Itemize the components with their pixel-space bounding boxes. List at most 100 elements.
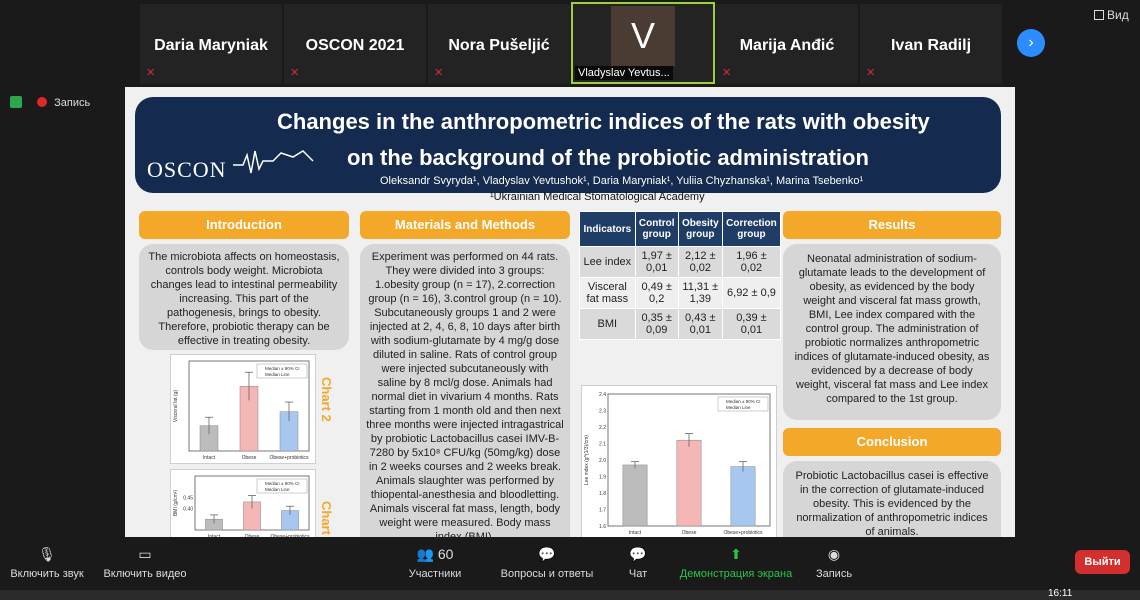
y-axis-label: Visceral fat (g) <box>173 390 179 422</box>
x-tick-label: Intact <box>208 534 221 537</box>
participant-tile-active[interactable]: V Vladyslav Yevtus... <box>571 2 715 84</box>
view-button[interactable]: Вид <box>1094 8 1129 22</box>
conclusion-text: Probiotic Lactobacillus casei is effecti… <box>783 461 1001 537</box>
table-cell: Visceral fat mass <box>579 277 636 309</box>
legend-entry: Median Line <box>265 487 290 492</box>
legend-entry: Median ± 90% CI <box>265 366 300 371</box>
participant-tile[interactable]: Daria Maryniak ✕ <box>140 4 282 84</box>
grid-icon <box>1094 10 1104 20</box>
mic-off-icon: 🎙 <box>38 546 56 562</box>
shield-icon <box>10 96 22 108</box>
y-tick-label: 2.4 <box>599 392 606 398</box>
qa-button[interactable]: 💬 Вопросы и ответы <box>497 546 597 580</box>
record-label: Запись <box>815 568 853 580</box>
mic-muted-icon: ✕ <box>722 67 732 79</box>
chart-lee-index: Intact Obese Obese+probiotics 1.6 1.7 1.8 1.9 2… <box>581 385 777 537</box>
legend-box <box>256 363 308 379</box>
legend-entry: Median Line <box>265 372 290 377</box>
avatar: V <box>611 6 675 66</box>
legend-entry: Median Line <box>726 405 751 410</box>
poster-banner: OSCON Changes in the anthropometric indi… <box>135 97 1001 193</box>
participant-name: Daria Maryniak <box>154 37 268 54</box>
qa-icon: 💬 <box>538 546 556 562</box>
participant-tile[interactable]: OSCON 2021 ✕ <box>284 4 426 84</box>
x-tick-label: Obese+probiotics <box>270 534 310 537</box>
table-cell: 0,49 ± 0,2 <box>634 277 679 309</box>
chart2-label: Chart 2 <box>319 377 334 422</box>
view-label: Вид <box>1107 8 1129 22</box>
legend-box <box>717 396 769 412</box>
x-tick-label: Obese <box>682 530 697 536</box>
table-cell: Lee index <box>579 246 636 278</box>
poster-authors: Oleksandr Svyryda¹, Vladyslav Yevtushok¹… <box>380 175 864 187</box>
participant-name: Ivan Radilj <box>890 37 972 54</box>
results-text: Neonatal administration of sodium-glutam… <box>783 244 1001 420</box>
poster-title-line2: on the background of the probiotic admin… <box>347 145 869 170</box>
x-tick-label: Obese <box>245 534 260 537</box>
table-cell: 2,12 ± 0,02 <box>677 246 723 278</box>
bar <box>730 466 756 527</box>
mic-muted-icon: ✕ <box>866 67 876 79</box>
leave-button[interactable]: Выйти <box>1075 550 1130 574</box>
qa-label: Вопросы и ответы <box>500 568 594 580</box>
chat-label: Чат <box>628 568 648 580</box>
chat-button[interactable]: 💬 Чат <box>620 546 656 580</box>
chat-icon: 💬 <box>629 546 647 562</box>
table-cell: 0,35 ± 0,09 <box>634 308 679 340</box>
heartbeat-logo-icon <box>233 150 314 174</box>
methods-header: Materials and Methods <box>360 211 570 239</box>
table-cell: 0,39 ± 0,01 <box>721 308 782 340</box>
y-tick-label: 2.3 <box>599 409 606 415</box>
y-tick-label: 2.1 <box>599 442 606 448</box>
legend-box <box>256 478 308 494</box>
participants-button[interactable]: 👥 60 Участники <box>405 546 465 580</box>
legend-entry: Median ± 90% CI <box>265 481 300 486</box>
participants-count: 60 <box>437 546 454 562</box>
poster-title-line1: Changes in the anthropometric indices of… <box>277 109 930 134</box>
x-tick-label: Intact <box>203 455 216 461</box>
table-cell: 0,43 ± 0,01 <box>677 308 723 340</box>
start-video-label: Включить видео <box>103 568 187 580</box>
y-tick-label: 1.7 <box>599 508 606 514</box>
y-tick-label: 2.0 <box>599 458 606 464</box>
bar <box>676 439 702 527</box>
participant-name: Vladyslav Yevtus... <box>575 66 673 80</box>
table-cell: BMI <box>579 308 636 340</box>
mic-muted-icon: ✕ <box>146 67 156 79</box>
y-axis-label: BMI (g/cm²) <box>173 490 179 516</box>
chart-visceral-fat: Intact Obese Obese+probiotics Visceral fat … <box>170 354 316 464</box>
participant-tile[interactable]: Marija Anđić ✕ <box>716 4 858 84</box>
share-screen-icon: ⬆ <box>730 546 742 562</box>
oscon-logo: OSCON <box>147 157 227 182</box>
participant-tile[interactable]: Nora Pušeljić ✕ <box>428 4 570 84</box>
participant-strip: Daria Maryniak ✕ OSCON 2021 ✕ Nora Pušel… <box>0 0 1140 86</box>
record-button[interactable]: ◉ Запись <box>812 546 856 580</box>
recording-indicator: Запись <box>10 96 90 109</box>
participant-name: Nora Pušeljić <box>448 37 550 54</box>
x-tick-label: Obese <box>242 455 257 461</box>
start-video-button[interactable]: ▭ Включить видео <box>100 546 190 580</box>
unmute-button[interactable]: 🎙 Включить звук <box>8 546 86 580</box>
camera-off-icon: ▭ <box>138 546 152 562</box>
table-header: Control group <box>634 211 679 247</box>
table-cell: 1,96 ± 0,02 <box>721 246 782 278</box>
clock: 16:11 <box>1048 588 1073 599</box>
x-tick-label: Obese+probiotics <box>269 455 309 461</box>
results-header: Results <box>783 211 1001 239</box>
y-axis-label: Lee index (g^(1/3)/cm) <box>584 435 590 485</box>
poster-institution: ¹Ukrainian Medical Stomatological Academ… <box>490 191 705 203</box>
participant-tile[interactable]: Ivan Radilj ✕ <box>860 4 1002 84</box>
table-cell: 1,97 ± 0,01 <box>634 246 679 278</box>
table-header: Obesity group <box>677 211 723 247</box>
participants-label: Участники <box>408 568 462 580</box>
meeting-toolbar: 🎙 Включить звук ▭ Включить видео 👥 60 Уч… <box>0 538 1140 600</box>
participant-name: Marija Anđić <box>739 37 835 54</box>
share-screen-button[interactable]: ⬆ Демонстрация экрана <box>676 546 796 580</box>
introduction-text: The microbiota affects on homeostasis, c… <box>139 244 349 350</box>
next-page-button[interactable]: › <box>1017 29 1045 57</box>
mic-muted-icon: ✕ <box>434 67 444 79</box>
y-tick-label: 2.2 <box>599 425 606 431</box>
windows-taskbar <box>0 590 1140 600</box>
results-table: Indicators Control group Obesity group C… <box>579 211 782 340</box>
record-dot-icon <box>37 97 48 107</box>
